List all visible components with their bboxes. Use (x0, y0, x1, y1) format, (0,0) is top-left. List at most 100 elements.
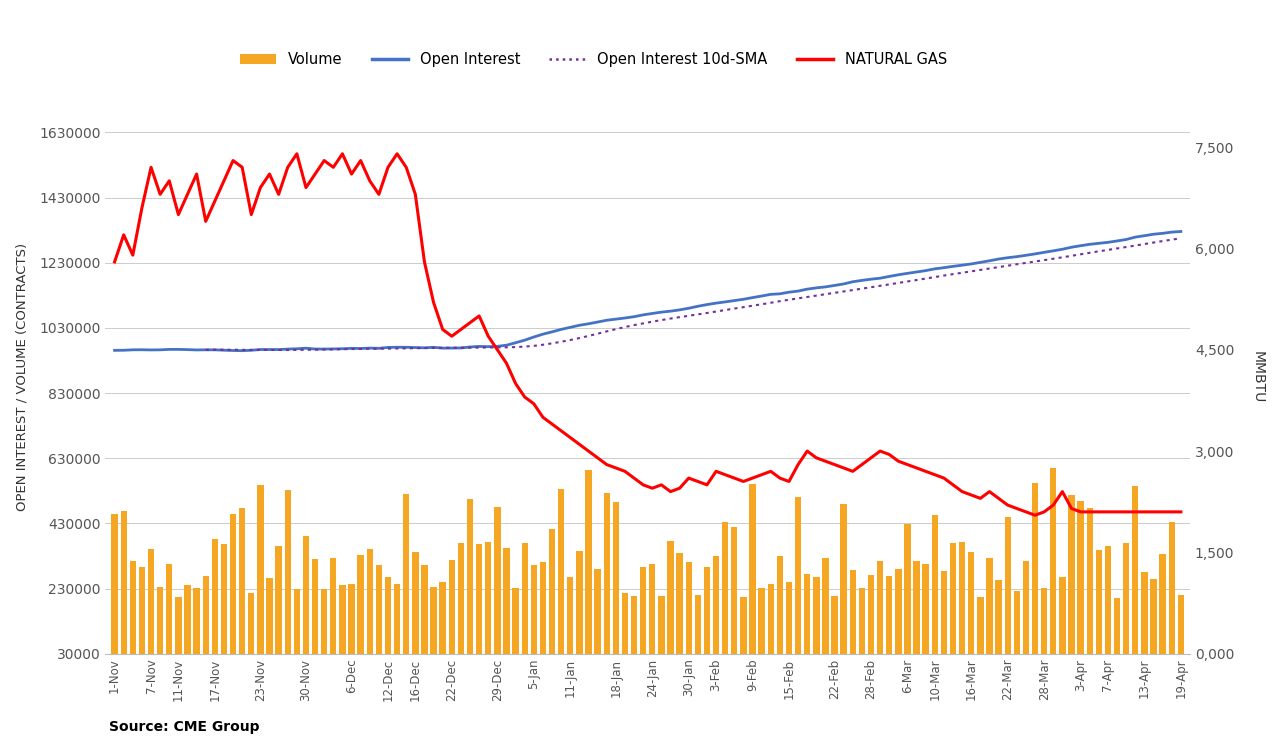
Bar (175, 597, 182, 663)
Bar (293, 589, 300, 663)
Bar (439, 582, 445, 663)
Bar (613, 503, 620, 663)
Bar (567, 577, 573, 663)
Bar (594, 569, 600, 663)
Bar (321, 589, 328, 663)
Bar (193, 588, 200, 663)
Bar (914, 561, 920, 663)
Bar (759, 588, 765, 663)
Bar (813, 577, 819, 663)
Bar (1059, 576, 1065, 663)
Bar (412, 552, 419, 663)
Bar (330, 558, 337, 663)
Bar (1132, 486, 1138, 663)
Bar (604, 493, 609, 663)
Bar (987, 558, 993, 663)
Bar (831, 596, 837, 663)
Bar (1041, 588, 1047, 663)
Bar (558, 489, 564, 663)
Bar (494, 507, 500, 663)
Bar (667, 541, 673, 663)
Bar (184, 585, 191, 663)
Bar (977, 597, 983, 663)
Bar (968, 552, 974, 663)
Bar (1105, 546, 1111, 663)
Bar (1151, 579, 1157, 663)
Bar (795, 497, 801, 663)
Bar (503, 548, 509, 663)
Bar (1069, 494, 1075, 663)
Bar (923, 564, 929, 663)
Bar (877, 561, 883, 663)
Bar (275, 545, 282, 663)
Bar (950, 543, 956, 663)
Bar (312, 559, 319, 663)
Bar (886, 576, 892, 663)
Bar (421, 565, 428, 663)
Bar (841, 503, 847, 663)
Bar (339, 585, 346, 663)
Bar (248, 593, 255, 663)
Bar (148, 549, 154, 663)
Bar (941, 571, 947, 663)
Bar (1023, 562, 1029, 663)
Bar (476, 544, 483, 663)
Bar (585, 470, 591, 663)
Bar (959, 542, 965, 663)
Bar (138, 567, 145, 663)
Bar (357, 554, 364, 663)
Bar (676, 554, 682, 663)
Bar (713, 556, 719, 663)
Bar (348, 584, 355, 663)
Bar (722, 522, 728, 663)
Bar (576, 551, 582, 663)
Bar (230, 514, 237, 663)
Bar (549, 528, 556, 663)
Bar (822, 558, 828, 663)
Bar (512, 588, 518, 663)
Bar (704, 567, 710, 663)
Bar (129, 562, 136, 663)
Bar (895, 569, 901, 663)
Y-axis label: MMBTU: MMBTU (1251, 351, 1265, 403)
Bar (239, 508, 246, 663)
Y-axis label: OPEN INTEREST / VOLUME (CONTRACTS): OPEN INTEREST / VOLUME (CONTRACTS) (15, 243, 28, 511)
Bar (868, 575, 874, 663)
Bar (1014, 591, 1020, 663)
Bar (458, 543, 465, 663)
Bar (366, 548, 372, 663)
Bar (1050, 468, 1056, 663)
Bar (904, 524, 910, 663)
Bar (303, 536, 310, 663)
Bar (485, 542, 492, 663)
Bar (430, 587, 436, 663)
Bar (804, 573, 810, 663)
Bar (385, 577, 392, 663)
Bar (376, 565, 381, 663)
Bar (740, 597, 746, 663)
Bar (1142, 572, 1148, 663)
Bar (257, 485, 264, 663)
Bar (686, 562, 692, 663)
Bar (1096, 550, 1102, 663)
Bar (1005, 517, 1011, 663)
Bar (658, 596, 664, 663)
Bar (448, 560, 454, 663)
Bar (640, 567, 646, 663)
Bar (111, 514, 118, 663)
Bar (521, 543, 527, 663)
Bar (631, 596, 637, 663)
Bar (859, 588, 865, 663)
Bar (996, 579, 1002, 663)
Bar (1169, 522, 1175, 663)
Bar (540, 562, 547, 663)
Bar (467, 500, 474, 663)
Bar (284, 490, 291, 663)
Bar (1032, 483, 1038, 663)
Bar (768, 584, 774, 663)
Bar (731, 527, 737, 663)
Bar (1087, 508, 1093, 663)
Bar (202, 576, 209, 663)
Bar (120, 511, 127, 663)
Bar (777, 556, 783, 663)
